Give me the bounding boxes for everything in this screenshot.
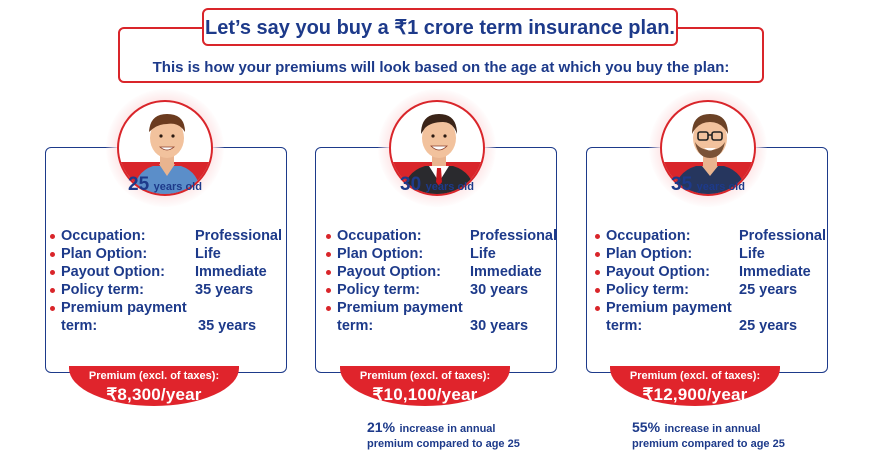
age-label: 30 years old [382,174,492,196]
premium-banner: Premium (excl. of taxes): ₹12,900/year [610,366,780,406]
bullet [595,306,600,311]
increase-text: increase in annual [664,423,761,435]
plan-option-value: Life [195,246,221,262]
payout-option-label: Payout Option: [337,264,441,280]
plan-option-value: Life [470,246,496,262]
increase-text-2: premium compared to age 25 [367,438,520,450]
payout-option-value: Immediate [739,264,811,280]
payout-option-label: Payout Option: [606,264,710,280]
headline: Let’s say you buy a ₹1 crore term insura… [205,16,675,39]
age-label: 35 years old [653,174,763,196]
policy-term-value: 25 years [739,282,798,298]
bullet [595,288,600,293]
premium-payment-term-value: 25 years [739,318,798,334]
avatar-circle [389,100,485,196]
occupation-label: Occupation: [61,228,146,244]
plan-option-value: Life [739,246,765,262]
increase-text: increase in annual [399,423,496,435]
age-suffix: years old [696,181,745,193]
occupation-label: Occupation: [337,228,422,244]
payout-option-label: Payout Option: [61,264,165,280]
policy-term-label: Policy term: [337,282,420,298]
policy-term-value: 35 years [195,282,254,298]
premium-payment-label-term: term: [337,318,374,334]
occupation-value: Professional [739,228,827,244]
age-number: 25 [128,174,150,195]
premium-amount: ₹10,100/year [372,385,478,404]
premium-payment-label: Premium payment [61,300,187,316]
bullet [326,270,331,275]
age-number: 30 [400,174,422,195]
bullet [326,252,331,257]
increase-note: 21% increase in annual premium compared … [367,419,520,451]
man-suit-tie-icon [393,114,483,194]
increase-text-2: premium compared to age 25 [632,438,785,450]
man-casual-shirt-icon [121,114,211,194]
premium-amount: ₹12,900/year [642,385,748,404]
plan-option-label: Plan Option: [337,246,424,262]
premium-caption: Premium (excl. of taxes): [359,370,491,382]
bullet [50,252,55,257]
headline-box: Let’s say you buy a ₹1 crore term insura… [202,8,678,46]
increase-percent: 21% [367,419,396,435]
policy-term-label: Policy term: [606,282,689,298]
payout-option-value: Immediate [470,264,542,280]
premium-payment-label-term: term: [606,318,643,334]
bullet [326,288,331,293]
age-suffix: years old [425,181,474,193]
bullet [50,234,55,239]
age-label: 25 years old [110,174,220,196]
age-suffix: years old [153,181,202,193]
occupation-value: Professional [195,228,283,244]
occupation-label: Occupation: [606,228,691,244]
premium-banner: Premium (excl. of taxes): ₹10,100/year [340,366,510,406]
payout-option-value: Immediate [195,264,267,280]
premium-payment-term-value: 30 years [470,318,529,334]
policy-term-label: Policy term: [61,282,144,298]
bullet [50,288,55,293]
bullet [595,234,600,239]
premium-payment-label-term: term: [61,318,98,334]
age-number: 35 [671,174,693,195]
bullet [326,306,331,311]
occupation-value: Professional [470,228,558,244]
premium-payment-term-value: 35 years [198,318,257,334]
bullet [50,270,55,275]
man-glasses-sweater-icon [664,114,754,194]
premium-amount: ₹8,300/year [106,385,202,404]
bullet [595,270,600,275]
bullet [595,252,600,257]
increase-note: 55% increase in annual premium compared … [632,419,785,451]
increase-percent: 55% [632,419,661,435]
policy-term-value: 30 years [470,282,529,298]
premium-payment-label: Premium payment [606,300,732,316]
plan-option-label: Plan Option: [61,246,148,262]
avatar-circle [117,100,213,196]
premium-payment-label: Premium payment [337,300,463,316]
subheadline: This is how your premiums will look base… [152,59,730,76]
avatar-circle [660,100,756,196]
premium-caption: Premium (excl. of taxes): [629,370,761,382]
premium-banner: Premium (excl. of taxes): ₹8,300/year [69,366,239,406]
bullet [50,306,55,311]
plan-option-label: Plan Option: [606,246,693,262]
premium-caption: Premium (excl. of taxes): [88,370,220,382]
bullet [326,234,331,239]
